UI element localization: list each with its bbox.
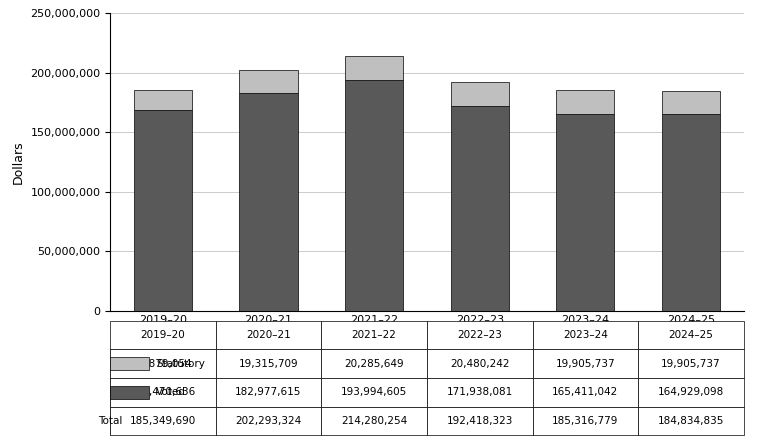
Y-axis label: Dollars: Dollars bbox=[11, 140, 24, 184]
Bar bbox=[134, 110, 192, 310]
Bar bbox=[451, 82, 509, 106]
Bar bbox=[239, 70, 298, 93]
Bar bbox=[239, 93, 298, 310]
Bar bbox=[345, 80, 403, 310]
Bar bbox=[556, 114, 615, 310]
Bar bbox=[662, 115, 720, 310]
Text: Total: Total bbox=[98, 416, 122, 426]
Bar bbox=[134, 90, 192, 110]
Bar bbox=[662, 91, 720, 115]
Text: Voted: Voted bbox=[156, 387, 186, 397]
Bar bbox=[110, 386, 150, 399]
Bar bbox=[110, 357, 150, 370]
Text: Statutory: Statutory bbox=[156, 359, 205, 369]
Bar bbox=[556, 90, 615, 114]
Bar bbox=[345, 56, 403, 80]
Bar bbox=[451, 106, 509, 310]
